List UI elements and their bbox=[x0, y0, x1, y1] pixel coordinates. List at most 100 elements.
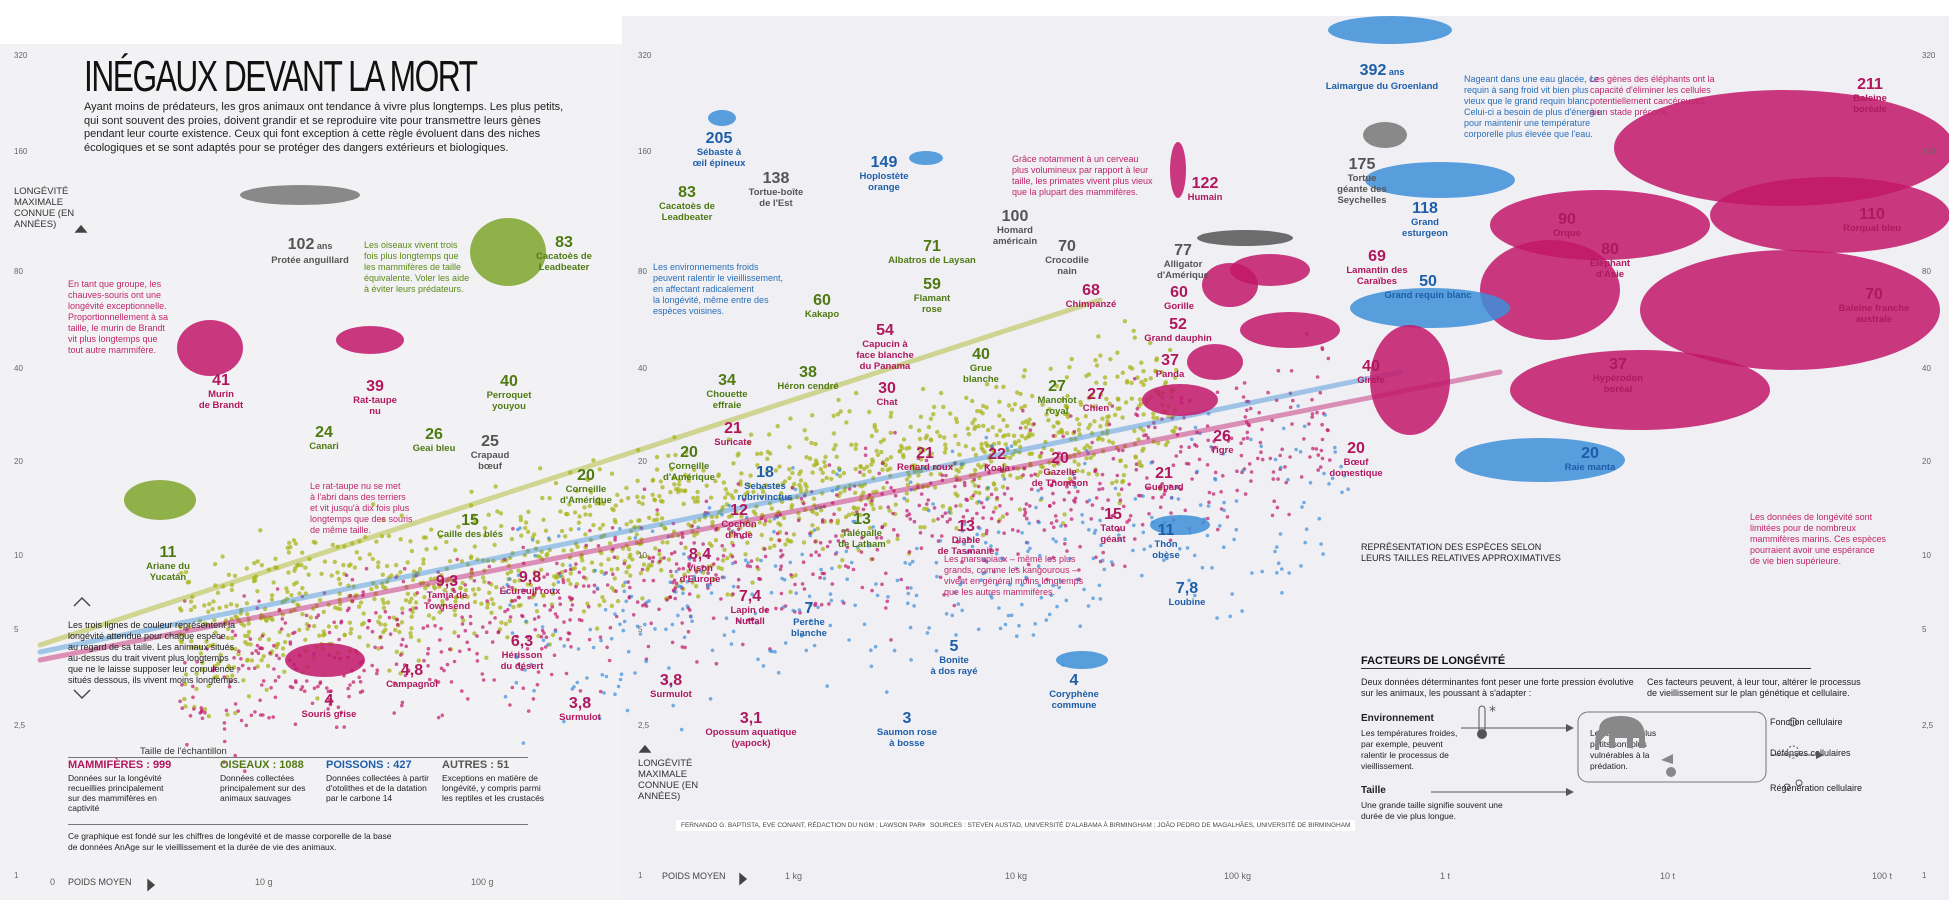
data-point bbox=[541, 593, 546, 599]
data-point bbox=[557, 596, 562, 600]
sample-group-text: Données collectées à partir d'otolithes … bbox=[326, 773, 430, 803]
data-point bbox=[850, 511, 855, 516]
page-title: INÉGAUX DEVANT LA MORT bbox=[84, 52, 478, 101]
data-point bbox=[352, 565, 358, 570]
y-tick-label: 160 bbox=[14, 147, 28, 156]
data-point bbox=[886, 539, 891, 544]
data-point bbox=[975, 408, 980, 414]
data-point bbox=[994, 433, 999, 438]
data-point bbox=[1025, 516, 1029, 521]
species-longevity-value: 15 bbox=[1104, 506, 1122, 523]
data-point bbox=[1006, 432, 1011, 438]
data-point bbox=[553, 480, 559, 486]
data-point bbox=[1072, 459, 1077, 464]
data-point bbox=[997, 413, 1002, 418]
data-point bbox=[1033, 472, 1037, 477]
data-point bbox=[945, 519, 950, 524]
data-point bbox=[672, 550, 677, 554]
data-point bbox=[516, 603, 521, 608]
data-point bbox=[834, 550, 839, 555]
species-name: Souris grise bbox=[301, 709, 357, 720]
data-point bbox=[919, 546, 924, 550]
data-point bbox=[574, 488, 580, 494]
data-point bbox=[708, 697, 713, 701]
species-label: 392 ans Laimargue du Groenland bbox=[1322, 62, 1442, 92]
data-point bbox=[269, 597, 275, 602]
data-point bbox=[427, 598, 432, 602]
data-point bbox=[261, 654, 266, 659]
data-point bbox=[820, 478, 825, 483]
data-point bbox=[964, 395, 969, 400]
data-point bbox=[432, 586, 438, 591]
data-point bbox=[965, 498, 969, 503]
data-point bbox=[379, 645, 384, 650]
data-point bbox=[218, 652, 223, 658]
data-point bbox=[181, 633, 186, 638]
data-point bbox=[674, 590, 678, 594]
data-point bbox=[869, 433, 875, 439]
data-point bbox=[339, 620, 343, 625]
data-point bbox=[936, 517, 940, 521]
data-point bbox=[825, 684, 829, 688]
data-point bbox=[804, 648, 809, 653]
data-point bbox=[402, 566, 407, 571]
species-label: 71 Albatros de Laysan bbox=[872, 238, 992, 266]
data-point bbox=[970, 516, 975, 521]
data-point bbox=[828, 592, 833, 596]
sample-heading: Taille de l'échantillon bbox=[140, 746, 227, 757]
data-point bbox=[271, 715, 276, 719]
data-point bbox=[1127, 482, 1131, 487]
data-point bbox=[1090, 440, 1094, 445]
data-point bbox=[317, 633, 322, 638]
data-point bbox=[1152, 420, 1156, 425]
data-point bbox=[972, 472, 977, 477]
data-point bbox=[1056, 420, 1061, 426]
data-point bbox=[904, 498, 910, 503]
data-point bbox=[693, 584, 699, 589]
data-point bbox=[272, 643, 276, 648]
data-point bbox=[1171, 463, 1176, 468]
data-point bbox=[485, 599, 490, 603]
data-point bbox=[344, 573, 349, 578]
data-point bbox=[1288, 455, 1292, 459]
data-point bbox=[589, 560, 595, 565]
data-point bbox=[348, 593, 353, 598]
data-point bbox=[992, 569, 996, 574]
data-point bbox=[381, 600, 386, 606]
data-point bbox=[1084, 456, 1089, 461]
data-point bbox=[804, 436, 809, 441]
data-point bbox=[722, 495, 728, 500]
data-point bbox=[642, 578, 646, 583]
data-point bbox=[558, 602, 563, 606]
data-point bbox=[222, 739, 227, 744]
data-point bbox=[373, 591, 378, 596]
data-point bbox=[908, 480, 913, 485]
data-point bbox=[759, 516, 764, 521]
data-point bbox=[692, 467, 697, 472]
data-point bbox=[416, 638, 422, 643]
data-point bbox=[267, 716, 271, 720]
species-longevity-value: 40 bbox=[1362, 358, 1380, 375]
data-point bbox=[304, 613, 309, 618]
data-point bbox=[233, 753, 237, 758]
data-point bbox=[840, 557, 845, 563]
data-point bbox=[421, 626, 426, 630]
data-point bbox=[762, 522, 767, 527]
data-point bbox=[411, 606, 416, 611]
data-point bbox=[1178, 547, 1182, 551]
sample-group: MAMMIFÈRES : 999 Données sur la longévité… bbox=[68, 760, 173, 814]
data-point bbox=[722, 547, 727, 552]
data-point bbox=[261, 679, 266, 683]
data-point bbox=[815, 526, 820, 531]
data-point bbox=[1117, 448, 1121, 453]
data-point bbox=[988, 547, 993, 552]
data-point bbox=[760, 512, 765, 518]
species-label: 52 Grand dauphin bbox=[1118, 316, 1238, 344]
data-point bbox=[796, 511, 801, 516]
data-point bbox=[1082, 587, 1086, 592]
size-arrow-head bbox=[1566, 788, 1574, 796]
annotation-note: Le rat-taupe nu se met à l'abri dans des… bbox=[310, 481, 413, 535]
data-point bbox=[361, 593, 365, 598]
data-point bbox=[665, 598, 669, 602]
data-point bbox=[492, 678, 497, 682]
